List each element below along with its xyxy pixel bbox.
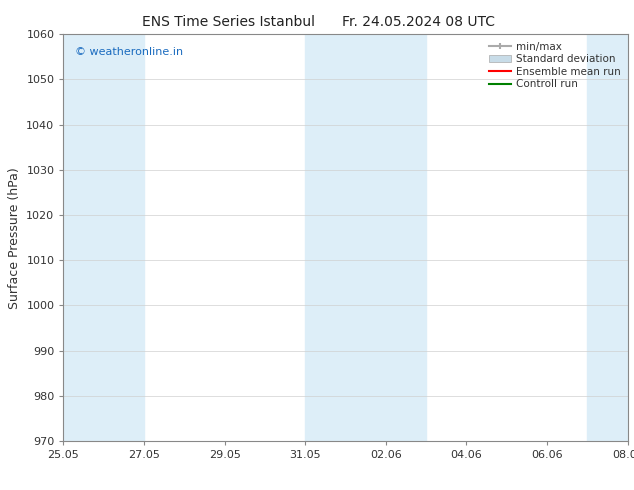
Text: © weatheronline.in: © weatheronline.in: [75, 47, 183, 56]
Text: Fr. 24.05.2024 08 UTC: Fr. 24.05.2024 08 UTC: [342, 15, 495, 29]
Legend: min/max, Standard deviation, Ensemble mean run, Controll run: min/max, Standard deviation, Ensemble me…: [486, 40, 623, 92]
Bar: [587, 34, 634, 441]
Bar: [305, 34, 426, 441]
Y-axis label: Surface Pressure (hPa): Surface Pressure (hPa): [8, 167, 21, 309]
Bar: [63, 34, 144, 441]
Text: ENS Time Series Istanbul: ENS Time Series Istanbul: [142, 15, 314, 29]
